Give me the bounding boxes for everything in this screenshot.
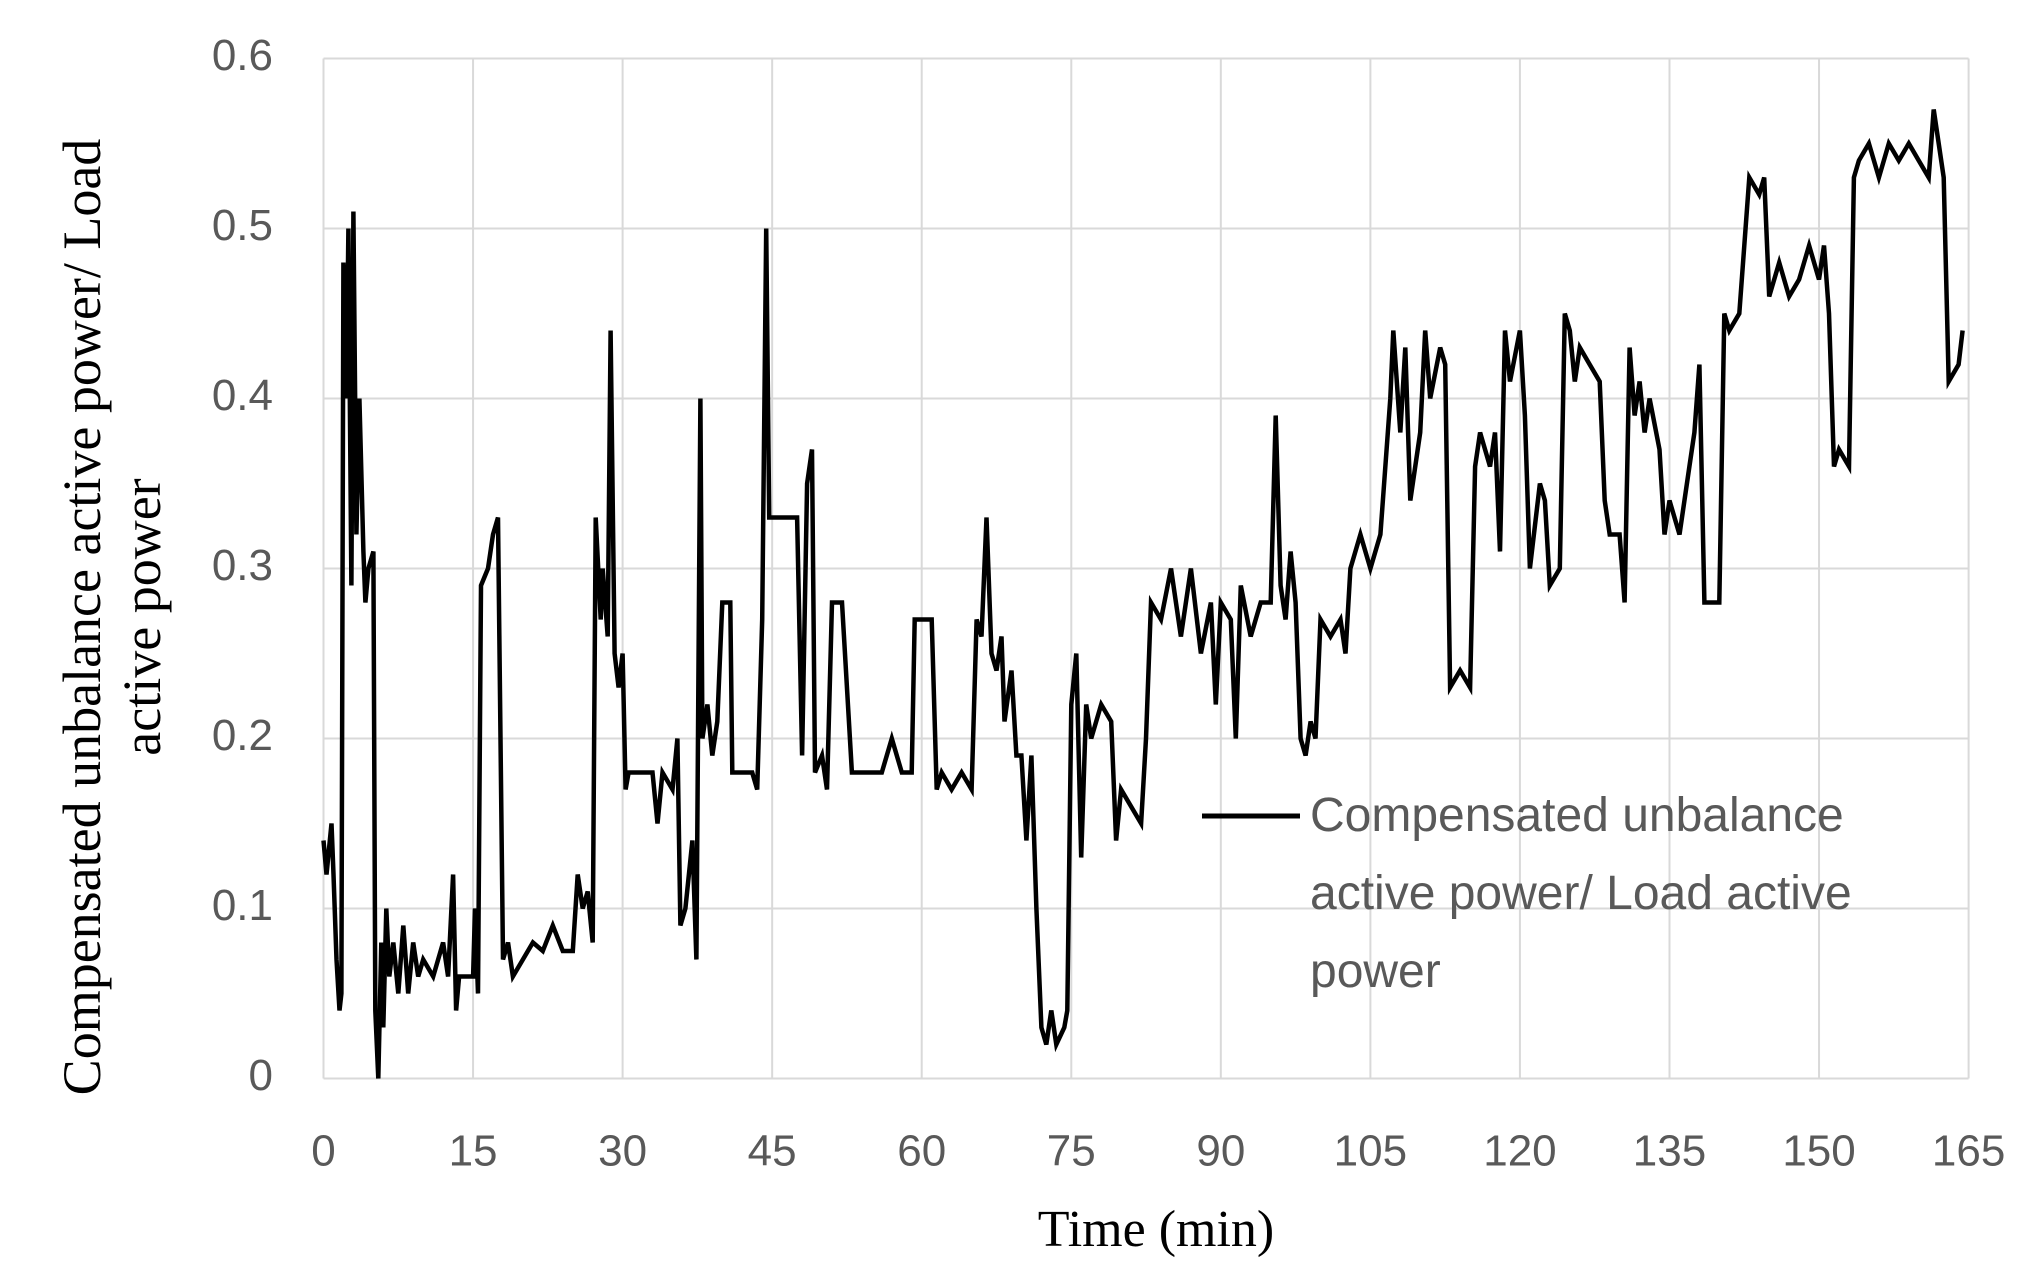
ticks: 0 0.1 0.2 0.3 0.4 0.5 0.6 0 15 30 45 60 75 90 105 120 13… [212, 31, 2005, 1176]
plot [321, 109, 1965, 1079]
grid [322, 57, 1970, 1080]
legend-label: Compensated unbalance active power/ Load… [1310, 789, 1852, 998]
x-tick-label: 75 [1047, 1127, 1096, 1176]
x-tick-label: 105 [1334, 1127, 1407, 1176]
data-line [321, 109, 1965, 1079]
y-tick-label: 0.5 [212, 201, 273, 250]
x-tick-label: 120 [1483, 1127, 1556, 1176]
legend: Compensated unbalance active power/ Load… [1310, 789, 1852, 998]
x-tick-label: 135 [1633, 1127, 1706, 1176]
x-tick-label: 60 [897, 1127, 946, 1176]
x-axis-title: Time (min) [1038, 1201, 1274, 1258]
y-tick-label: 0 [249, 1051, 273, 1100]
x-tick-label: 0 [311, 1127, 335, 1176]
x-tick-label: 15 [449, 1127, 498, 1176]
y-tick-label: 0.2 [212, 711, 273, 760]
x-tick-label: 165 [1932, 1127, 2005, 1176]
x-tick-label: 30 [598, 1127, 647, 1176]
y-tick-label: 0.6 [212, 31, 273, 80]
x-tick-label: 45 [748, 1127, 797, 1176]
y-axis-title: Compensated unbalance active power/ Load… [52, 138, 172, 1096]
y-tick-label: 0.3 [212, 541, 273, 590]
y-tick-label: 0.4 [212, 371, 273, 420]
x-tick-label: 150 [1782, 1127, 1855, 1176]
x-tick-label: 90 [1196, 1127, 1245, 1176]
y-tick-label: 0.1 [212, 881, 273, 930]
